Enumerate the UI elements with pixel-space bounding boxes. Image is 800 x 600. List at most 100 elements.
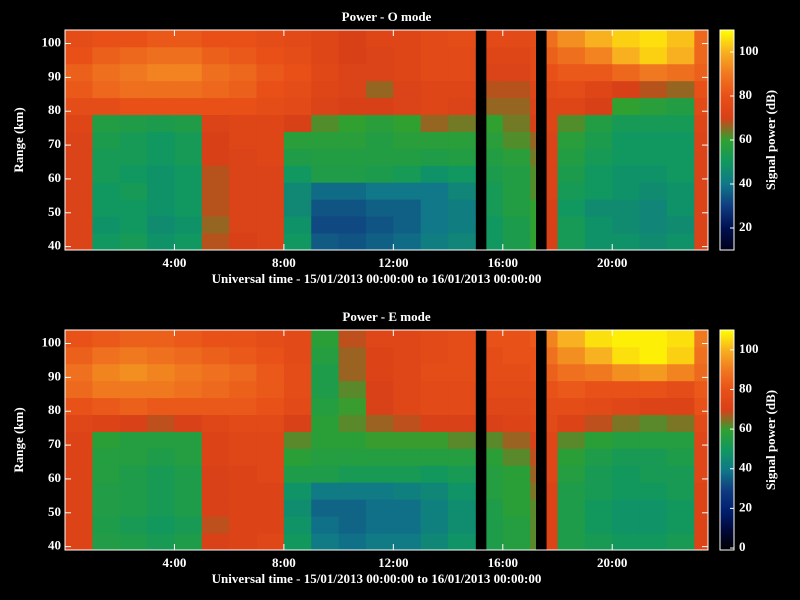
heatmap-cell [283,330,312,348]
heatmap-cell [420,165,449,183]
heatmap-cell [546,114,558,132]
heatmap-cell [338,431,367,449]
heatmap-cell [393,233,422,251]
heatmap-cell [365,380,394,399]
heatmap-cell [365,482,394,500]
heatmap-cell [612,199,640,217]
x-tick-label: 16:00 [488,255,518,270]
heatmap-cell [448,499,476,517]
heatmap-cell [256,46,285,65]
heatmap-cell [546,80,558,99]
heatmap-cell [584,182,613,200]
heatmap-cell [65,148,93,166]
heatmap-cell [311,148,340,166]
heatmap-cell [256,30,285,48]
colorbar-tick-label: 20 [739,499,752,514]
heatmap-cell [256,516,285,534]
heatmap-cell [612,414,640,432]
heatmap-cell [612,499,640,517]
heatmap-cell [311,516,340,534]
y-tick-label: 40 [48,538,61,553]
heatmap-cell [584,63,613,82]
heatmap-cell [639,233,668,251]
heatmap-cell [584,165,613,183]
heatmap-cell [147,148,175,166]
heatmap-cell [65,97,93,116]
heatmap-cell [365,346,394,365]
heatmap-cell [546,233,558,251]
heatmap-cell [201,397,230,416]
heatmap-cell [256,482,285,500]
heatmap-cell [584,148,613,166]
heatmap-cell [65,114,93,132]
heatmap-cell [201,533,230,551]
heatmap-cell [486,363,504,382]
heatmap-cell [546,148,558,166]
heatmap-cell [666,63,695,82]
heatmap-cell [639,397,668,416]
heatmap-cell [256,182,285,200]
heatmap-cell [639,533,668,551]
colorbar-label: Signal power (dB) [763,390,778,490]
heatmap-cell [283,182,312,200]
heatmap-cell [92,233,121,251]
heatmap-cell [612,63,640,82]
heatmap-cell [448,363,476,382]
heatmap-cell [147,199,175,217]
heatmap-cell [694,148,709,166]
heatmap-cell [530,330,537,348]
heatmap-cell [502,533,531,551]
heatmap-cell [65,330,93,348]
heatmap-cell [393,199,422,217]
heatmap-cell [557,63,586,82]
heatmap-cell [229,380,257,399]
heatmap-cell [256,114,285,132]
heatmap-cell [486,131,504,149]
heatmap-cell [546,516,558,534]
heatmap-cell [283,199,312,217]
heatmap-cell [283,397,312,416]
heatmap-cell [65,182,93,200]
heatmap-cell [92,465,121,483]
heatmap-cell [486,533,504,551]
heatmap-cell [557,330,586,348]
heatmap-cell [229,330,257,348]
heatmap-cell [639,363,668,382]
heatmap-cell [119,199,148,217]
heatmap-cell [546,131,558,149]
heatmap-cell [229,482,257,500]
heatmap-cell [666,499,695,517]
heatmap-cell [666,448,695,466]
heatmap-cell [666,131,695,149]
heatmap-cell [639,80,668,99]
heatmap-cell [502,97,531,116]
heatmap-cell [119,63,148,82]
heatmap-cell [283,448,312,466]
heatmap-cell [338,165,367,183]
heatmap-cell [393,465,422,483]
heatmap-cell [612,97,640,116]
heatmap-cell [639,414,668,432]
heatmap-cell [584,346,613,365]
heatmap-cell [448,63,476,82]
heatmap-cell [256,97,285,116]
heatmap-cell [612,448,640,466]
heatmap-cell [393,533,422,551]
heatmap-cell [174,330,203,348]
heatmap-cell [365,46,394,65]
heatmap-cell [420,46,449,65]
heatmap-cell [119,533,148,551]
heatmap-cell [338,233,367,251]
heatmap-cell [448,330,476,348]
heatmap-cell [92,414,121,432]
heatmap-cell [502,346,531,365]
heatmap-cell [365,97,394,116]
heatmap-cell [65,533,93,551]
heatmap-cell [283,131,312,149]
heatmap-cell [584,380,613,399]
colorbar-tick-label: 60 [739,420,752,435]
heatmap-cell [530,482,537,500]
heatmap-cell [174,482,203,500]
heatmap-cell [557,346,586,365]
heatmap-cell [694,533,709,551]
